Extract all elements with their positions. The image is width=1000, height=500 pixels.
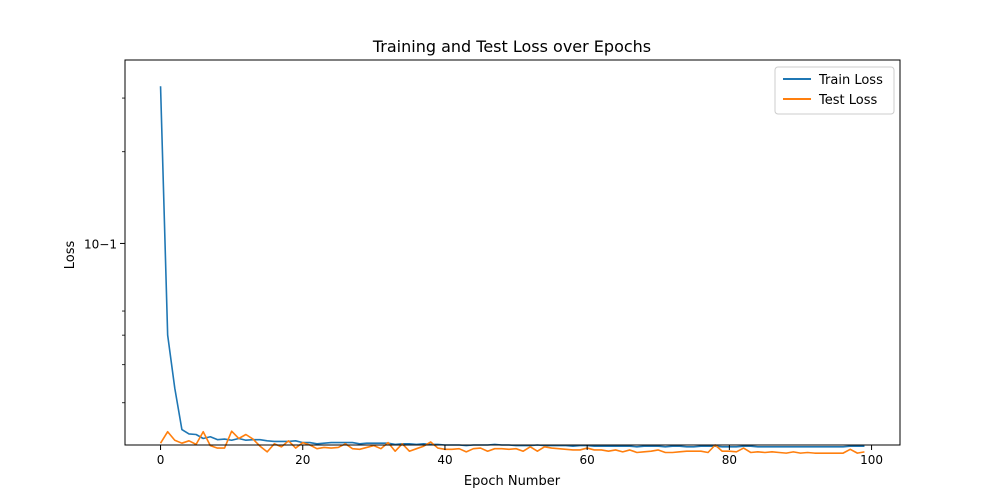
x-axis-label: Epoch Number bbox=[464, 474, 561, 489]
x-tick-label: 20 bbox=[295, 453, 310, 467]
legend-label-train: Train Loss bbox=[818, 73, 883, 88]
plot-area bbox=[159, 86, 865, 454]
y-tick-label: 10−1 bbox=[84, 237, 117, 251]
legend-label-test: Test Loss bbox=[818, 93, 877, 108]
chart-title: Training and Test Loss over Epochs bbox=[372, 37, 651, 56]
x-tick-label: 100 bbox=[860, 453, 883, 467]
plot-frame bbox=[124, 59, 901, 446]
series-line-test bbox=[159, 430, 865, 454]
axes: 0 20 40 60 80 100 10−1 bbox=[84, 59, 901, 467]
x-tick-label: 60 bbox=[580, 453, 595, 467]
series-line-train bbox=[159, 86, 865, 448]
y-axis-label: Loss bbox=[63, 241, 78, 270]
legend: Train Loss Test Loss bbox=[774, 66, 895, 115]
x-tick-label: 0 bbox=[157, 453, 165, 467]
x-tick-label: 40 bbox=[437, 453, 452, 467]
x-tick-label: 80 bbox=[722, 453, 737, 467]
